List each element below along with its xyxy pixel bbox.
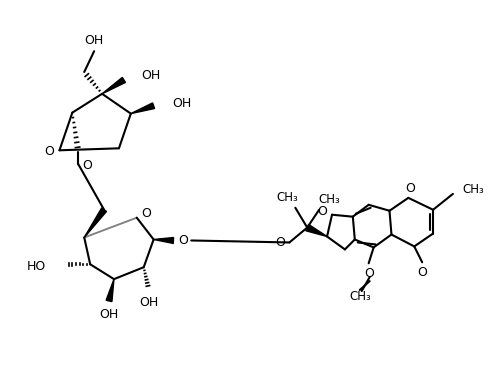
Text: O: O: [365, 267, 375, 280]
Text: O: O: [82, 159, 92, 172]
Text: O: O: [44, 145, 55, 158]
Text: O: O: [142, 207, 152, 220]
Text: O: O: [317, 205, 327, 218]
Polygon shape: [106, 279, 114, 301]
Polygon shape: [84, 208, 106, 238]
Text: CH₃: CH₃: [277, 191, 298, 204]
Text: O: O: [179, 234, 188, 247]
Text: CH₃: CH₃: [349, 291, 370, 303]
Text: CH₃: CH₃: [463, 184, 485, 196]
Polygon shape: [102, 77, 125, 94]
Polygon shape: [131, 103, 155, 114]
Text: OH: OH: [142, 69, 161, 82]
Text: O: O: [406, 182, 415, 195]
Text: HO: HO: [26, 260, 45, 273]
Text: O: O: [417, 266, 427, 279]
Text: OH: OH: [100, 308, 119, 321]
Text: O: O: [276, 236, 285, 249]
Text: OH: OH: [139, 296, 158, 310]
Polygon shape: [306, 224, 327, 237]
Text: OH: OH: [84, 34, 104, 47]
Polygon shape: [154, 238, 174, 243]
Text: CH₃: CH₃: [318, 193, 340, 206]
Text: OH: OH: [172, 97, 192, 110]
